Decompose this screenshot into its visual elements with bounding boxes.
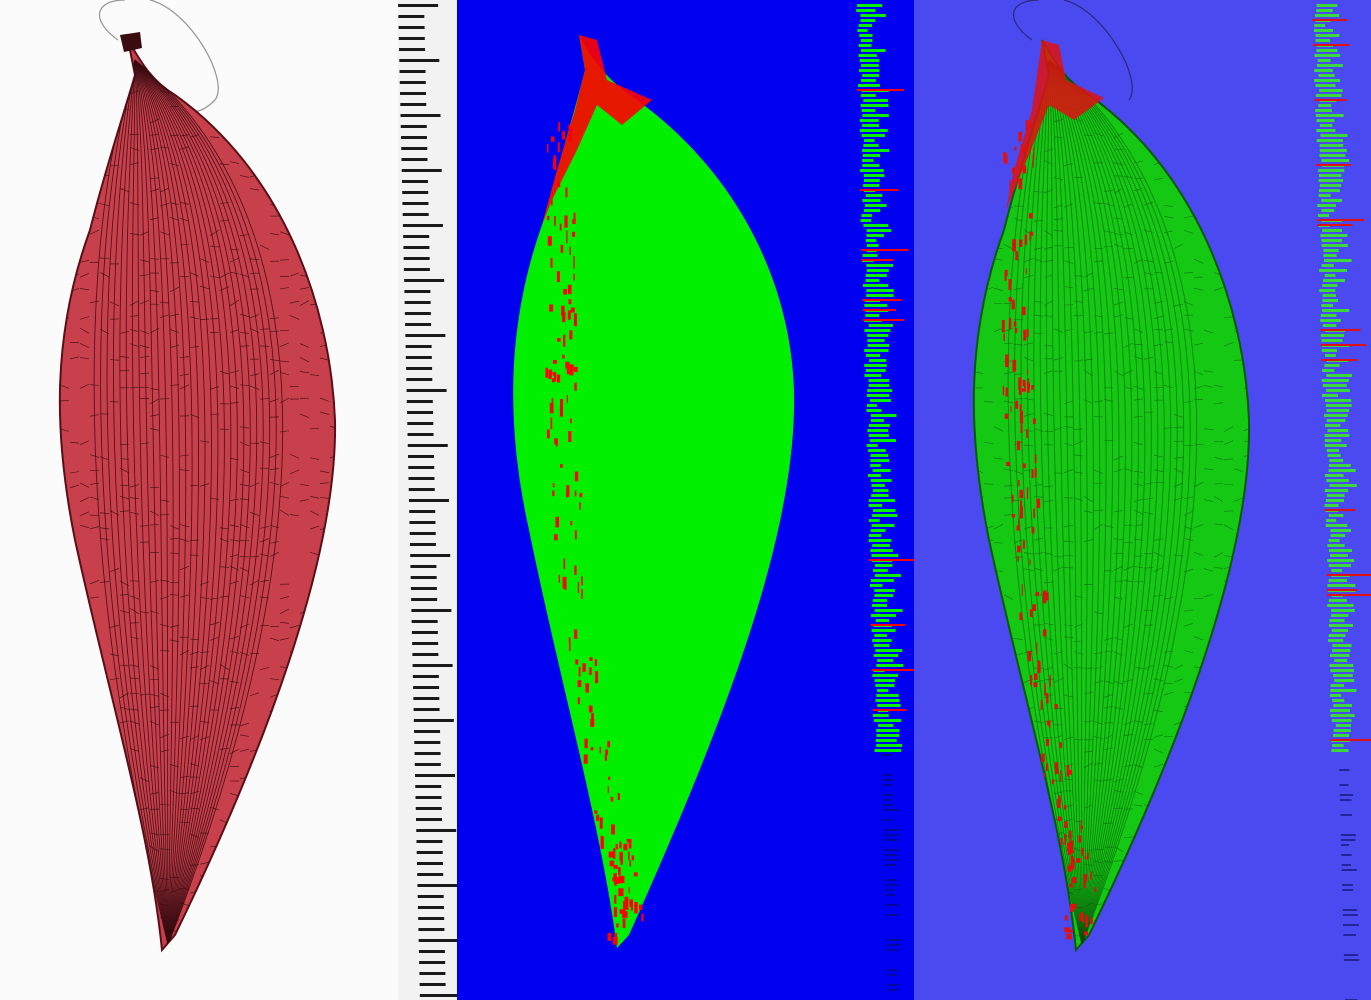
- leaf-stem: [120, 32, 142, 52]
- leaf-body: [58, 39, 337, 953]
- original-leaf-image: [58, 0, 457, 1000]
- measurement-ruler: [398, 0, 457, 1000]
- overlay-noise-specks: [1001, 120, 1096, 940]
- segmentation-mask-panel: [457, 0, 914, 1000]
- overlay-panel: [914, 0, 1371, 1000]
- ruler-mask-strip: [856, 4, 914, 991]
- mask-error-region: [542, 35, 652, 225]
- overlay-error-region: [1006, 40, 1104, 210]
- segmentation-mask-image: [513, 4, 914, 991]
- original-photo-panel: [0, 0, 457, 1000]
- mask-noise-specks: [545, 122, 644, 945]
- hanging-thread: [1013, 0, 1133, 101]
- overlay-image: [972, 0, 1371, 1000]
- ruler-overlay-strip: [1312, 4, 1371, 1000]
- leaf-mask: [513, 35, 795, 948]
